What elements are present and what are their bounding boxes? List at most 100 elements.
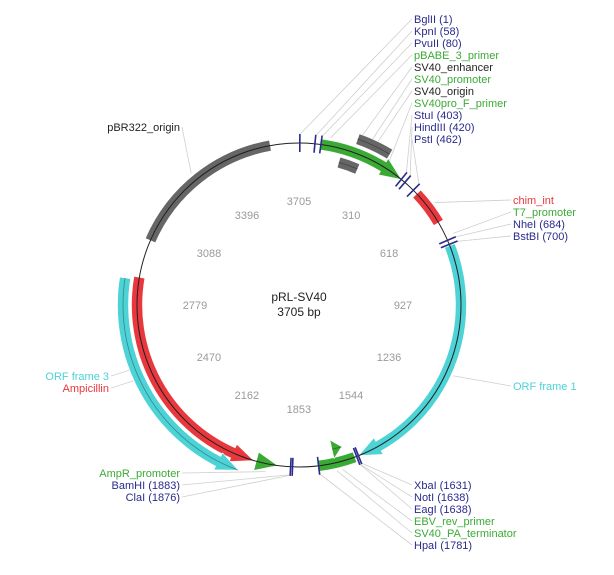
bp-tick-labels: 310 618 927 1236 1544 1853 2162 2470 2779 3088 339… bbox=[183, 196, 412, 416]
label-ebv-rev-primer: EBV_rev_primer bbox=[414, 516, 495, 528]
leader-t7-promoter bbox=[453, 211, 512, 234]
feature-sv40-enhancer-block bbox=[336, 156, 361, 175]
leader-sv40-enhancer bbox=[355, 66, 413, 145]
leader-noti-1638 bbox=[359, 463, 413, 498]
feature-sv40-promoter bbox=[319, 138, 402, 180]
leader-hpai-1781 bbox=[319, 473, 413, 546]
site-mark bbox=[352, 447, 361, 466]
tick-label-618: 618 bbox=[380, 248, 398, 260]
site-mark bbox=[318, 135, 323, 154]
site-mark bbox=[316, 456, 321, 475]
leader-sv40pro-f-primer bbox=[388, 102, 413, 162]
label-ampicillin: Ampicillin bbox=[63, 383, 109, 395]
label-pbabe-3-primer: pBABE_3_primer bbox=[414, 50, 499, 62]
feature-ampr-promoter bbox=[253, 451, 279, 471]
label-hindiii-420: HindIII (420) bbox=[414, 122, 475, 134]
leader-eagi-1638 bbox=[359, 463, 413, 510]
leader-sv40-promoter bbox=[365, 78, 413, 150]
tick-label-2779: 2779 bbox=[183, 300, 207, 312]
label-sv40-promoter: SV40_promoter bbox=[414, 74, 491, 86]
site-mark bbox=[289, 457, 292, 476]
leader-stui-403 bbox=[405, 114, 413, 174]
feature-ebv-rev-primer bbox=[329, 439, 343, 460]
feature-sv40-origin-block bbox=[355, 133, 394, 160]
label-orf-frame-1: ORF frame 1 bbox=[513, 381, 577, 393]
site-mark bbox=[438, 235, 457, 245]
feature-centerline-orf-frame-3 bbox=[122, 277, 239, 471]
label-eagi-1638: EagI (1638) bbox=[414, 504, 471, 516]
leader-sv40-origin bbox=[371, 90, 413, 152]
plasmid-backbone bbox=[136, 142, 462, 468]
label-noti-1638: NotI (1638) bbox=[414, 492, 469, 504]
leader-ebv-rev-primer bbox=[342, 469, 413, 522]
label-t7-promoter: T7_promoter bbox=[513, 207, 576, 219]
plasmid-length: 3705 bp bbox=[277, 305, 321, 319]
leader-hindiii-420 bbox=[409, 126, 413, 177]
tick-label-1236: 1236 bbox=[377, 352, 401, 364]
feature-arcs bbox=[117, 133, 467, 472]
leader-bstbi-700 bbox=[456, 235, 512, 242]
label-psti-462: PstI (462) bbox=[414, 134, 462, 146]
feature-pbr322-origin bbox=[144, 139, 272, 244]
site-mark bbox=[313, 134, 317, 153]
feature-centerline-ebv-rev-primer bbox=[331, 446, 342, 450]
plasmid-name: pRL-SV40 bbox=[271, 290, 327, 304]
label-nhei-684: NheI (684) bbox=[513, 219, 565, 231]
feature-centerline-sv40-enhancer-block bbox=[338, 162, 358, 170]
label-bamhi-1883: BamHI (1883) bbox=[112, 480, 180, 492]
leader-pbr322-origin bbox=[181, 126, 192, 174]
label-pbr322-origin: pBR322_origin bbox=[107, 122, 180, 134]
label-clai-1876: ClaI (1876) bbox=[126, 492, 180, 504]
feature-centerline-pbr322-origin bbox=[150, 145, 271, 241]
leader-psti-462 bbox=[411, 138, 420, 185]
label-sv40-origin: SV40_origin bbox=[414, 86, 474, 98]
label-sv40-enhancer: SV40_enhancer bbox=[414, 62, 493, 74]
label-stui-403: StuI (403) bbox=[414, 110, 462, 122]
leader-chim-int bbox=[434, 199, 512, 203]
label-bstbi-700: BstBI (700) bbox=[513, 231, 568, 243]
label-pvuii-80: PvuII (80) bbox=[414, 38, 462, 50]
leader-clai-1876 bbox=[181, 474, 293, 498]
site-mark bbox=[406, 183, 421, 198]
leader-nhei-684 bbox=[454, 223, 512, 238]
feature-ampicillin bbox=[131, 276, 255, 462]
leader-ampr-promoter bbox=[181, 471, 266, 474]
tick-label-3705: 3705 bbox=[287, 196, 311, 208]
feature-centerline-sv40-origin-block bbox=[357, 138, 391, 155]
label-ampr-promoter: AmpR_promoter bbox=[99, 468, 180, 480]
label-hpai-1781: HpaI (1781) bbox=[414, 540, 472, 552]
tick-label-2470: 2470 bbox=[197, 352, 221, 364]
feature-orf-frame-1 bbox=[358, 243, 467, 456]
label-sv40-pa-terminator: SV40_PA_terminator bbox=[414, 528, 517, 540]
label-chim-int: chim_int bbox=[513, 195, 554, 207]
leader-orf-frame-1 bbox=[453, 375, 512, 387]
label-bglii-1: BglII (1) bbox=[414, 14, 453, 26]
label-sv40pro-f-primer: SV40pro_F_primer bbox=[414, 98, 507, 110]
site-mark bbox=[354, 447, 363, 465]
restriction-site-marks bbox=[289, 133, 458, 476]
site-mark bbox=[440, 240, 458, 249]
feature-orf-frame-3 bbox=[117, 276, 240, 471]
leader-kpni-58 bbox=[315, 30, 413, 137]
tick-label-2162: 2162 bbox=[235, 390, 259, 402]
site-mark bbox=[394, 171, 408, 187]
label-kpni-58: KpnI (58) bbox=[414, 26, 459, 38]
label-orf-frame-3: ORF frame 3 bbox=[45, 371, 109, 383]
feature-sv40-pa-terminator bbox=[317, 451, 358, 472]
leader-pvuii-80 bbox=[321, 42, 413, 137]
leader-sv40-pa-terminator bbox=[336, 470, 413, 534]
site-mark bbox=[291, 457, 294, 476]
tick-label-3396: 3396 bbox=[235, 210, 259, 222]
label-leader-lines bbox=[110, 18, 512, 546]
tick-label-310: 310 bbox=[342, 210, 360, 222]
leader-bglii-1 bbox=[299, 18, 413, 136]
tick-label-927: 927 bbox=[394, 300, 412, 312]
feature-labels: BglII (1)KpnI (58)PvuII (80)pBABE_3_prim… bbox=[45, 14, 576, 552]
tick-label-1853: 1853 bbox=[287, 404, 311, 416]
leader-bamhi-1883 bbox=[181, 474, 291, 486]
tick-label-3088: 3088 bbox=[197, 248, 221, 260]
leader-xbai-1631 bbox=[361, 462, 413, 486]
label-xbai-1631: XbaI (1631) bbox=[414, 480, 471, 492]
leader-pbabe-3-primer bbox=[330, 54, 413, 139]
